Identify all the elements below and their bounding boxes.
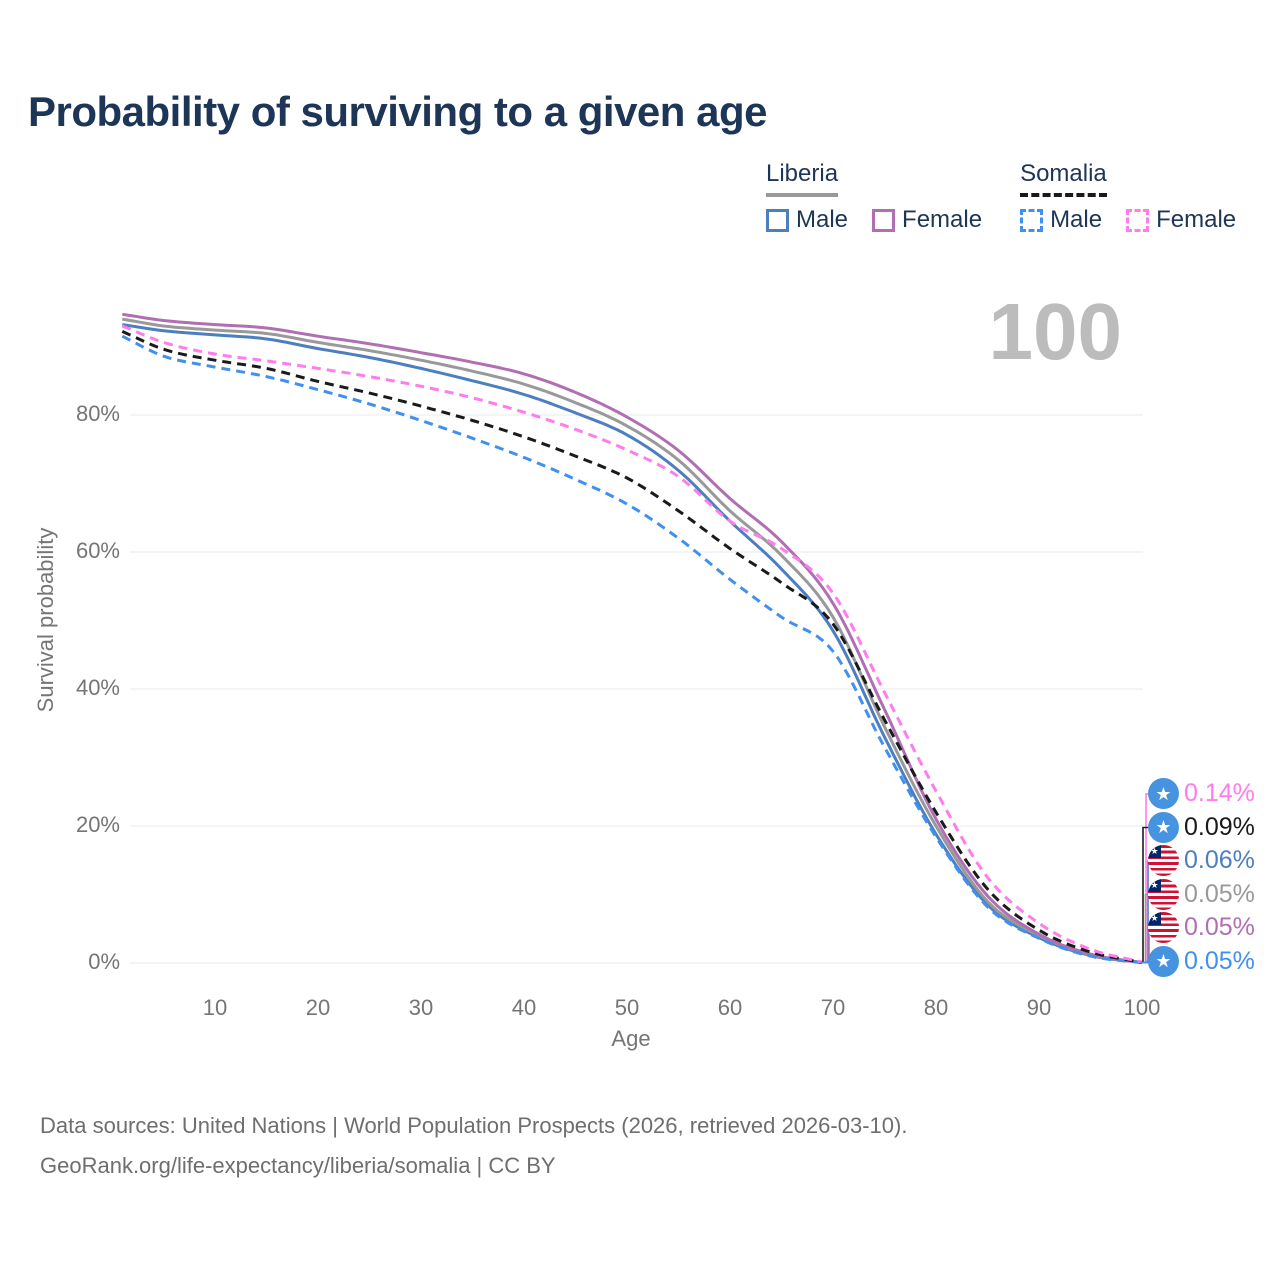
y-tick-80%: 80% bbox=[75, 401, 120, 426]
end-label-liberia_all: ★ 0.05% bbox=[1148, 878, 1255, 910]
end-label-value-somalia_all: 0.09% bbox=[1184, 812, 1255, 841]
x-tick-10: 10 bbox=[202, 995, 228, 1020]
end-label-value-liberia_male: 0.06% bbox=[1184, 846, 1255, 874]
x-tick-50: 50 bbox=[614, 995, 640, 1020]
series-line-somalia_all bbox=[121, 330, 1143, 964]
liberia-flag-icon: ★ bbox=[1148, 878, 1179, 910]
legend-label-somalia-male: Male bbox=[1050, 206, 1103, 233]
end-label-liberia_female: ★ 0.05% bbox=[1148, 912, 1255, 943]
legend-group-title-somalia: Somalia bbox=[1020, 160, 1107, 197]
x-tick-70: 70 bbox=[820, 995, 846, 1020]
x-tick-40: 40 bbox=[511, 995, 537, 1020]
legend-items-somalia: Male Female bbox=[1020, 206, 1236, 234]
end-label-value-somalia_female: 0.14% bbox=[1184, 779, 1255, 807]
footer: Data sources: United Nations | World Pop… bbox=[40, 1106, 907, 1186]
x-tick-90: 90 bbox=[1026, 995, 1052, 1020]
end-label-somalia_female: ★ 0.14% bbox=[1148, 778, 1255, 809]
legend-item-somalia-male[interactable]: Male bbox=[1020, 206, 1102, 234]
legend-swatch-somalia-male bbox=[1020, 208, 1044, 232]
somalia-star: ★ bbox=[1155, 817, 1172, 837]
legend-items-liberia: Male Female bbox=[766, 206, 982, 234]
somalia-flag-icon: ★ bbox=[1148, 945, 1179, 977]
y-axis-title: Survival probability bbox=[33, 527, 58, 713]
end-label-value-liberia_all: 0.05% bbox=[1184, 879, 1255, 908]
end-label-value-somalia_male: 0.05% bbox=[1184, 946, 1255, 975]
legend-item-liberia-male[interactable]: Male bbox=[766, 206, 848, 234]
somalia-flag-icon: ★ bbox=[1148, 811, 1179, 843]
legend-item-somalia-female[interactable]: Female bbox=[1126, 206, 1236, 234]
series-line-liberia_all bbox=[122, 317, 1143, 965]
y-tick-0%: 0% bbox=[88, 949, 120, 974]
somalia-star: ★ bbox=[1155, 783, 1172, 804]
legend-item-liberia-female[interactable]: Female bbox=[872, 206, 982, 234]
liberia-canton: ★ bbox=[1148, 878, 1161, 892]
somalia-star: ★ bbox=[1155, 951, 1172, 971]
legend-group-somalia: Somalia Male Female bbox=[1020, 160, 1236, 234]
legend-swatch-somalia-female bbox=[1126, 208, 1150, 232]
legend: Liberia Male Female Somalia Male Female bbox=[766, 160, 1236, 234]
series-line-somalia_male bbox=[121, 334, 1143, 965]
liberia-star: ★ bbox=[1150, 879, 1159, 890]
x-tick-30: 30 bbox=[408, 995, 434, 1020]
liberia-canton: ★ bbox=[1148, 845, 1161, 858]
end-label-somalia_all: ★ 0.09% bbox=[1148, 811, 1255, 843]
legend-swatch-liberia-male bbox=[766, 208, 789, 232]
series-line-liberia_female bbox=[122, 312, 1143, 965]
x-tick-80: 80 bbox=[923, 995, 949, 1020]
y-tick-60%: 60% bbox=[75, 538, 120, 563]
page-title: Probability of surviving to a given age bbox=[28, 88, 767, 135]
footer-sources-line: Data sources: United Nations | World Pop… bbox=[40, 1113, 908, 1138]
liberia-star: ★ bbox=[1150, 846, 1159, 856]
footer-attribution-line: GeoRank.org/life-expectancy/liberia/soma… bbox=[40, 1153, 556, 1179]
series-line-somalia_female bbox=[121, 324, 1143, 964]
end-label-somalia_male: ★ 0.05% bbox=[1148, 945, 1255, 977]
legend-label-liberia-male: Male bbox=[796, 206, 849, 233]
liberia-flag-icon: ★ bbox=[1148, 912, 1179, 943]
x-axis-title: Age bbox=[611, 1026, 651, 1051]
x-tick-20: 20 bbox=[305, 995, 331, 1020]
series-line-liberia_male bbox=[122, 323, 1143, 965]
legend-group-title-liberia: Liberia bbox=[766, 160, 839, 197]
y-tick-40%: 40% bbox=[75, 675, 120, 700]
liberia-star: ★ bbox=[1150, 913, 1159, 923]
x-tick-100: 100 bbox=[1123, 995, 1161, 1020]
legend-group-liberia: Liberia Male Female bbox=[766, 160, 982, 234]
end-label-value-liberia_female: 0.05% bbox=[1184, 913, 1255, 941]
legend-label-liberia-female: Female bbox=[902, 206, 983, 233]
liberia-canton: ★ bbox=[1148, 912, 1161, 925]
legend-swatch-liberia-female bbox=[872, 208, 896, 232]
liberia-flag-icon: ★ bbox=[1148, 845, 1179, 876]
x-tick-60: 60 bbox=[717, 995, 743, 1020]
age-watermark: 100 bbox=[988, 287, 1122, 376]
somalia-flag-icon: ★ bbox=[1148, 778, 1179, 809]
end-label-liberia_male: ★ 0.06% bbox=[1148, 845, 1255, 876]
legend-label-somalia-female: Female bbox=[1156, 206, 1237, 233]
y-tick-20%: 20% bbox=[75, 812, 120, 837]
